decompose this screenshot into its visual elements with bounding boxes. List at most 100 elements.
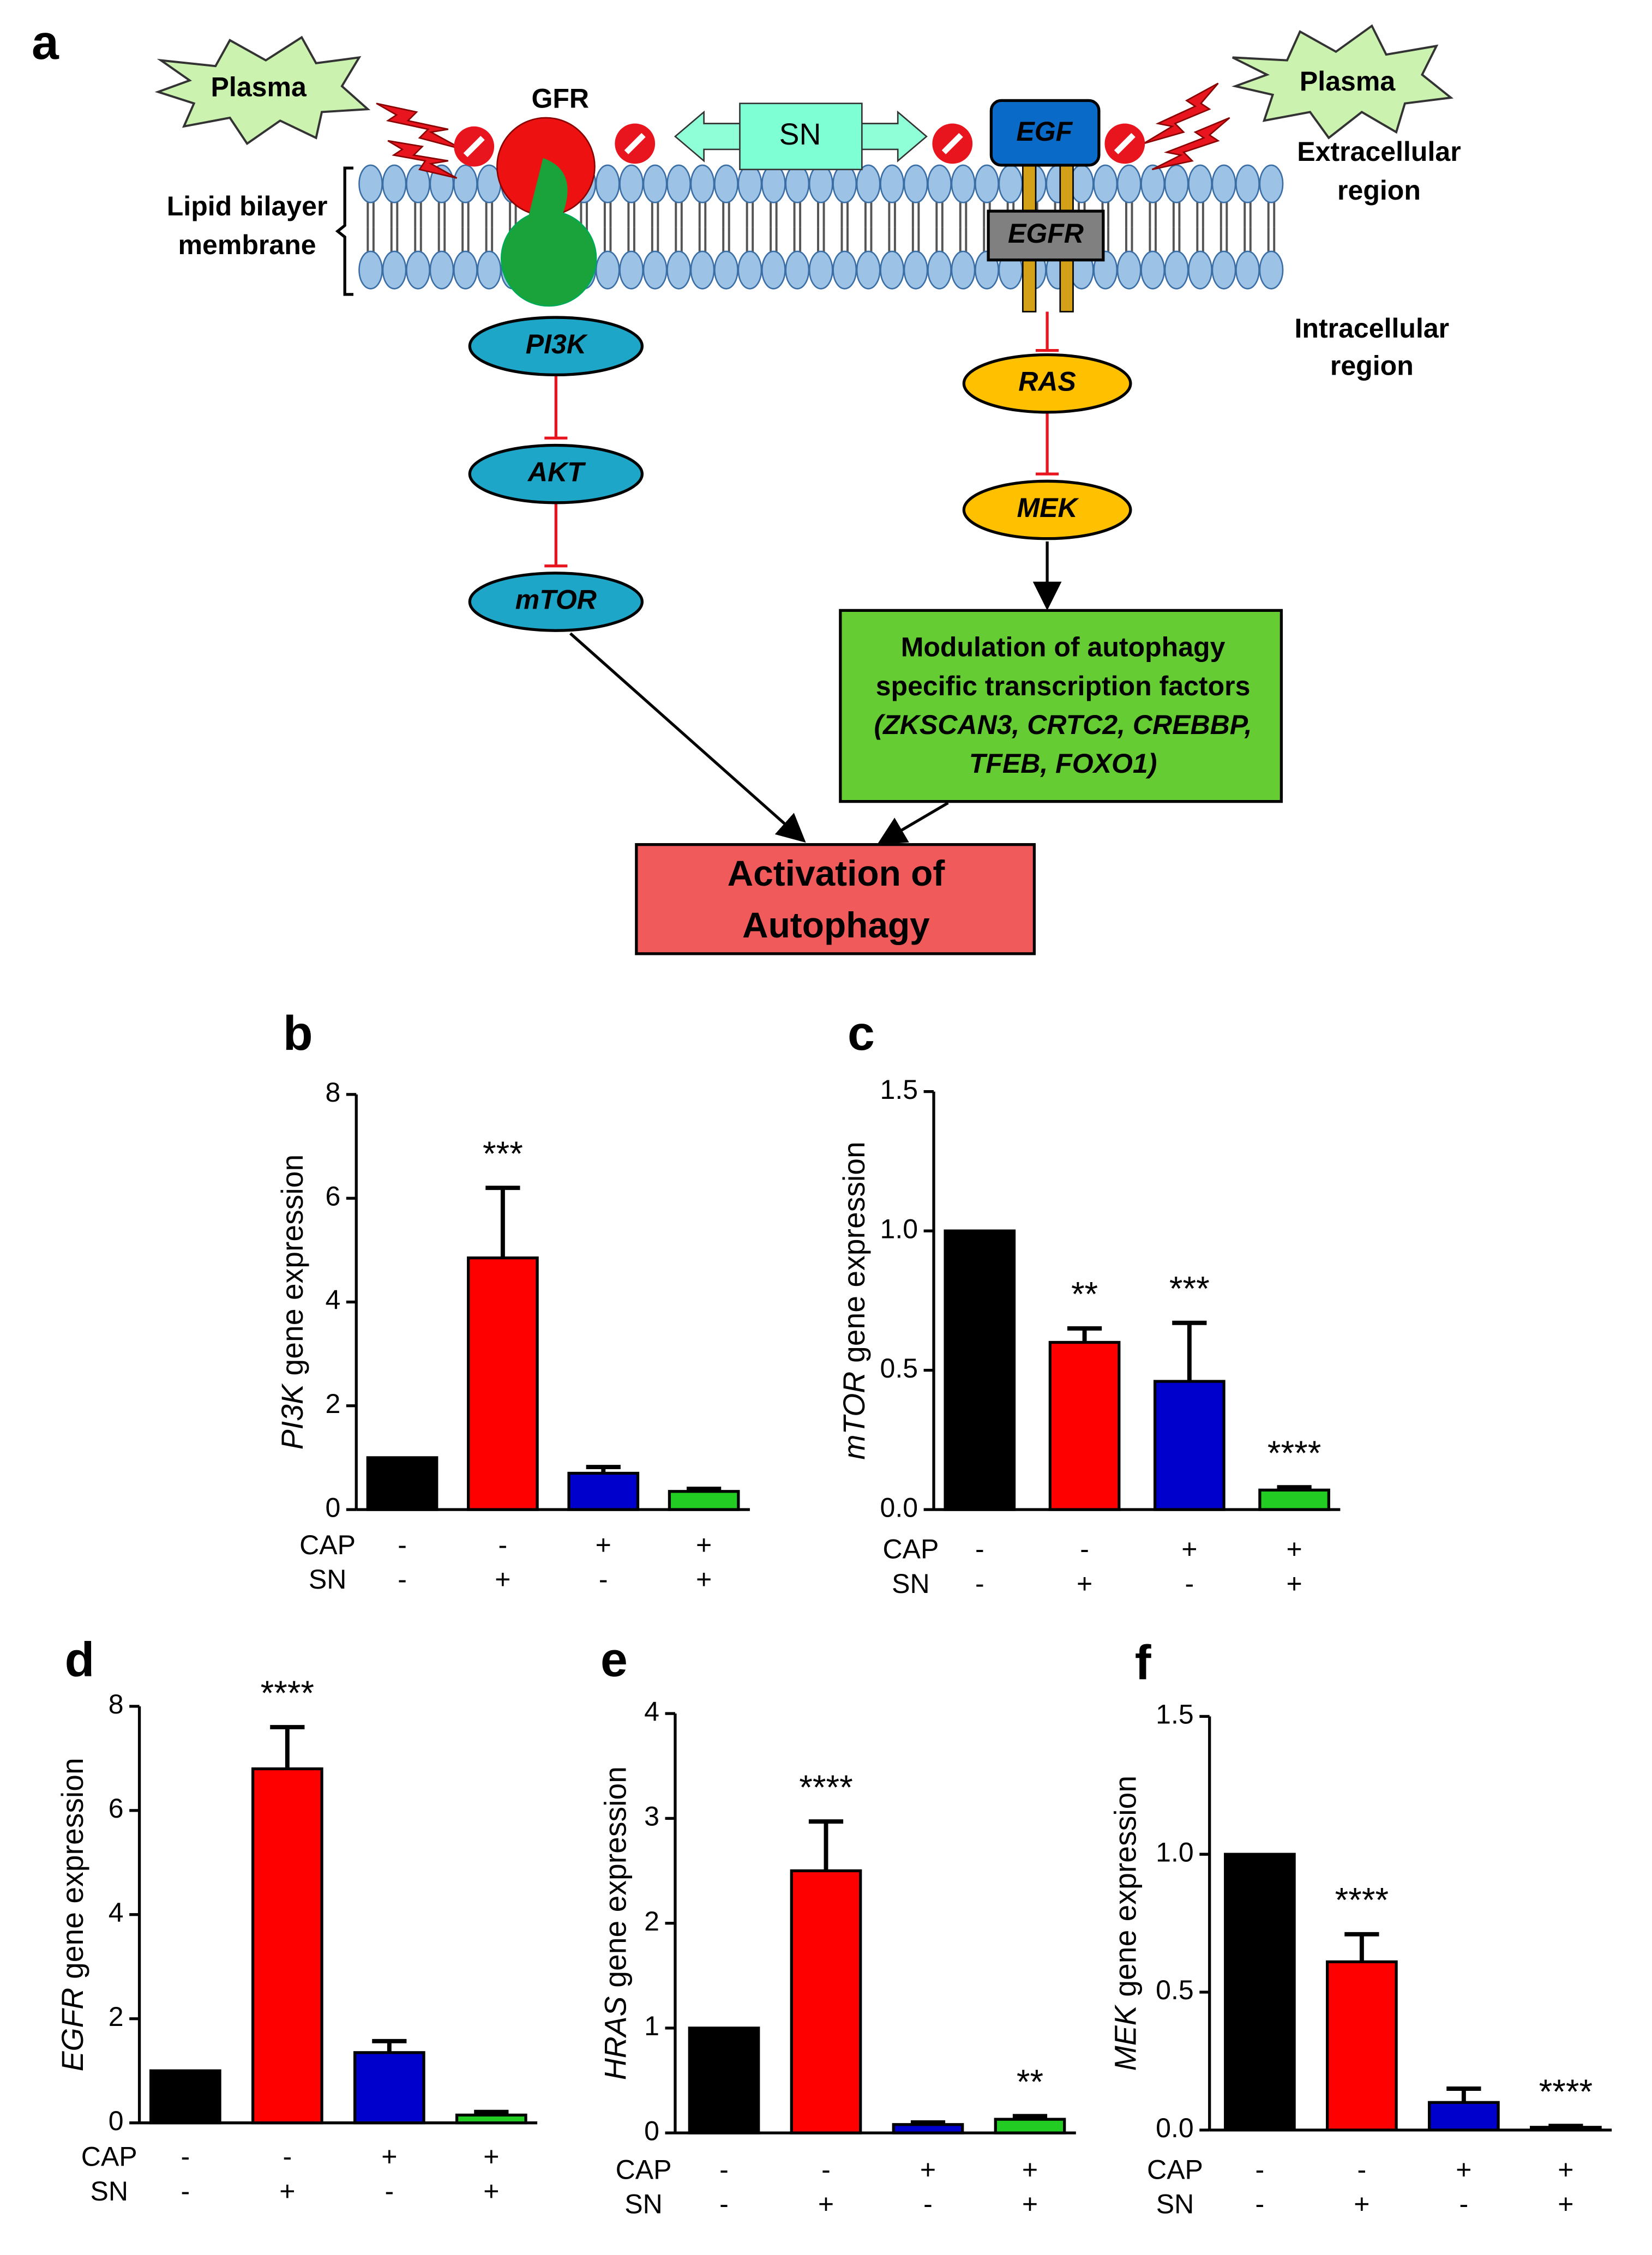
lipid-head xyxy=(1140,164,1166,203)
condition-mark: + xyxy=(920,2154,936,2185)
region-label: Extracellular xyxy=(1297,136,1461,167)
lipid-head xyxy=(785,250,810,290)
pathway-label: mTOR xyxy=(515,585,597,615)
panel-label: b xyxy=(283,1006,313,1060)
bar xyxy=(455,2113,527,2125)
membrane-label: Lipid bilayer xyxy=(167,191,328,221)
lipid-head xyxy=(856,164,881,203)
y-tick-label: 3 xyxy=(644,1801,659,1832)
pathway-node xyxy=(962,479,1132,540)
lipid-head xyxy=(951,164,976,203)
condition-name: SN xyxy=(624,2189,663,2220)
condition-mark: - xyxy=(1357,2154,1367,2185)
lipid-head xyxy=(690,164,715,203)
lipid-head xyxy=(903,250,928,290)
y-tick-label: 4 xyxy=(325,1285,340,1315)
lipid-head xyxy=(761,250,786,290)
gene-name: HRAS xyxy=(598,1996,632,2080)
condition-mark: - xyxy=(181,2176,190,2206)
condition-mark: - xyxy=(1080,1534,1089,1565)
lipid-head xyxy=(737,250,762,290)
lipid-head xyxy=(1164,164,1189,203)
condition-name: CAP xyxy=(81,2142,137,2172)
lipid-head xyxy=(927,164,952,203)
egfr-box xyxy=(987,209,1105,262)
lipid-head xyxy=(477,250,502,290)
sn-box xyxy=(739,103,863,171)
condition-mark: + xyxy=(1181,1534,1197,1565)
pathway-node xyxy=(962,353,1132,414)
lipid-head xyxy=(619,164,644,203)
lipid-head xyxy=(737,164,762,203)
lipid-head xyxy=(975,164,999,203)
box-text: (ZKSCAN3, CRTC2, CREBBP, xyxy=(874,709,1252,740)
pathway-label: AKT xyxy=(527,456,586,487)
arrow xyxy=(569,541,1062,845)
significance: **** xyxy=(1267,1434,1321,1472)
lipid-head xyxy=(880,250,905,290)
lipid-head xyxy=(642,250,668,290)
outcome-box xyxy=(635,843,1036,955)
label-text: gene expression xyxy=(56,1758,89,1979)
pathway-label: PI3K xyxy=(526,329,588,359)
gfr-receptor xyxy=(528,158,568,232)
condition-mark: - xyxy=(1185,1568,1194,1599)
bar xyxy=(1530,2126,1602,2132)
lipid-head xyxy=(358,164,383,203)
lipid-head xyxy=(1164,250,1189,290)
y-axis-label: EGFR gene expression xyxy=(56,1758,89,2071)
inhibitor-sign xyxy=(454,123,1145,167)
lipid-head xyxy=(1235,164,1260,203)
condition-mark: - xyxy=(398,1530,407,1560)
lipid-head xyxy=(998,164,1023,203)
lipid-head xyxy=(1093,164,1118,203)
condition-mark: + xyxy=(1077,1568,1092,1599)
condition-mark: + xyxy=(381,2142,397,2172)
lipid-head xyxy=(453,164,478,203)
bar xyxy=(366,1456,438,1511)
significance: **** xyxy=(1539,2073,1593,2111)
significance: ** xyxy=(1017,2063,1043,2101)
bar xyxy=(1224,1853,1296,2132)
condition-mark: - xyxy=(719,2189,729,2220)
lipid-head xyxy=(1211,164,1236,203)
bar xyxy=(1153,1380,1226,1511)
bar xyxy=(1326,1960,1398,2132)
y-tick-label: 0.0 xyxy=(880,1492,918,1523)
condition-name: CAP xyxy=(616,2154,672,2185)
condition-mark: - xyxy=(975,1568,984,1599)
lipid-head xyxy=(808,250,833,290)
lipid-head xyxy=(453,250,478,290)
plasma-star xyxy=(154,35,371,146)
condition-mark: + xyxy=(696,1530,712,1560)
box-text: specific transcription factors xyxy=(876,671,1251,701)
bar xyxy=(892,2123,964,2134)
lipid-head xyxy=(714,250,738,290)
condition-mark: + xyxy=(596,1530,611,1560)
lipid-head xyxy=(761,164,786,203)
condition-mark: + xyxy=(1022,2189,1038,2220)
bar xyxy=(353,2051,425,2125)
panel-label: e xyxy=(600,1632,628,1687)
condition-mark: - xyxy=(498,1530,508,1560)
condition-mark: - xyxy=(599,1564,608,1595)
lipid-head xyxy=(1259,250,1284,290)
y-tick-label: 4 xyxy=(109,1897,124,1928)
label-text: gene expression xyxy=(837,1141,870,1363)
y-tick-label: 1.0 xyxy=(1156,1837,1194,1867)
bar xyxy=(688,2027,760,2134)
y-tick-label: 8 xyxy=(109,1689,124,1719)
y-tick-label: 0.5 xyxy=(1156,1975,1194,2005)
y-tick-label: 1 xyxy=(644,2011,659,2041)
condition-mark: + xyxy=(1558,2189,1573,2220)
lipid-head xyxy=(1140,250,1166,290)
lipid-head xyxy=(1259,164,1284,203)
lipid-head xyxy=(1116,250,1142,290)
significance: *** xyxy=(483,1135,523,1173)
gene-name: EGFR xyxy=(56,1988,89,2072)
y-tick-label: 2 xyxy=(109,2001,124,2032)
egf-label: EGF xyxy=(1016,116,1073,147)
y-tick-label: 4 xyxy=(644,1696,659,1727)
lipid-head xyxy=(358,250,383,290)
pathway-node xyxy=(468,572,644,632)
